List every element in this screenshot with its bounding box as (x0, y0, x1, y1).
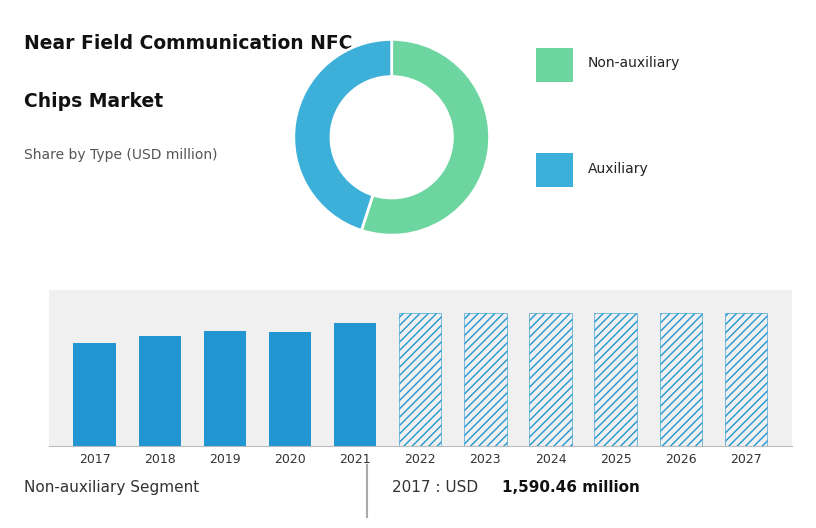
Text: 1,590.46 million: 1,590.46 million (502, 480, 640, 495)
Text: Non-auxiliary: Non-auxiliary (588, 56, 680, 70)
Bar (536, 153, 573, 187)
Bar (268, 332, 311, 446)
Wedge shape (361, 40, 490, 235)
Text: Near Field Communication NFC: Near Field Communication NFC (24, 34, 353, 53)
Text: Share by Type (USD million): Share by Type (USD million) (24, 148, 218, 162)
Text: Chips Market: Chips Market (24, 92, 163, 111)
Bar (530, 313, 572, 446)
Text: Auxiliary: Auxiliary (588, 162, 648, 176)
Bar (595, 313, 636, 446)
Text: 2017 : USD: 2017 : USD (392, 480, 483, 495)
Bar (73, 343, 116, 446)
Bar (204, 331, 246, 446)
Bar (139, 336, 181, 446)
Text: Non-auxiliary Segment: Non-auxiliary Segment (24, 480, 200, 495)
Bar (659, 313, 702, 446)
Bar (725, 313, 767, 446)
Bar (464, 313, 507, 446)
Bar (399, 313, 441, 446)
Wedge shape (294, 40, 392, 230)
Bar (334, 323, 376, 446)
Bar (536, 48, 573, 82)
